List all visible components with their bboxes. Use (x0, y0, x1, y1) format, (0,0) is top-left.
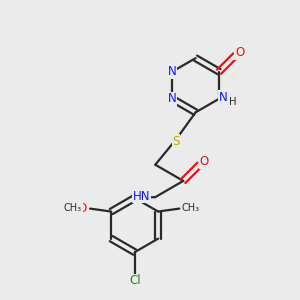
Text: HN: HN (133, 190, 150, 203)
Text: O: O (199, 155, 208, 168)
Text: N: N (219, 91, 228, 104)
Text: H: H (229, 97, 236, 107)
Text: N: N (168, 92, 177, 105)
Text: N: N (168, 65, 177, 78)
Text: CH₃: CH₃ (64, 203, 82, 213)
Text: O: O (235, 46, 244, 59)
Text: Cl: Cl (129, 274, 140, 287)
Text: O: O (77, 202, 86, 214)
Text: CH₃: CH₃ (182, 203, 200, 213)
Text: S: S (172, 135, 180, 148)
